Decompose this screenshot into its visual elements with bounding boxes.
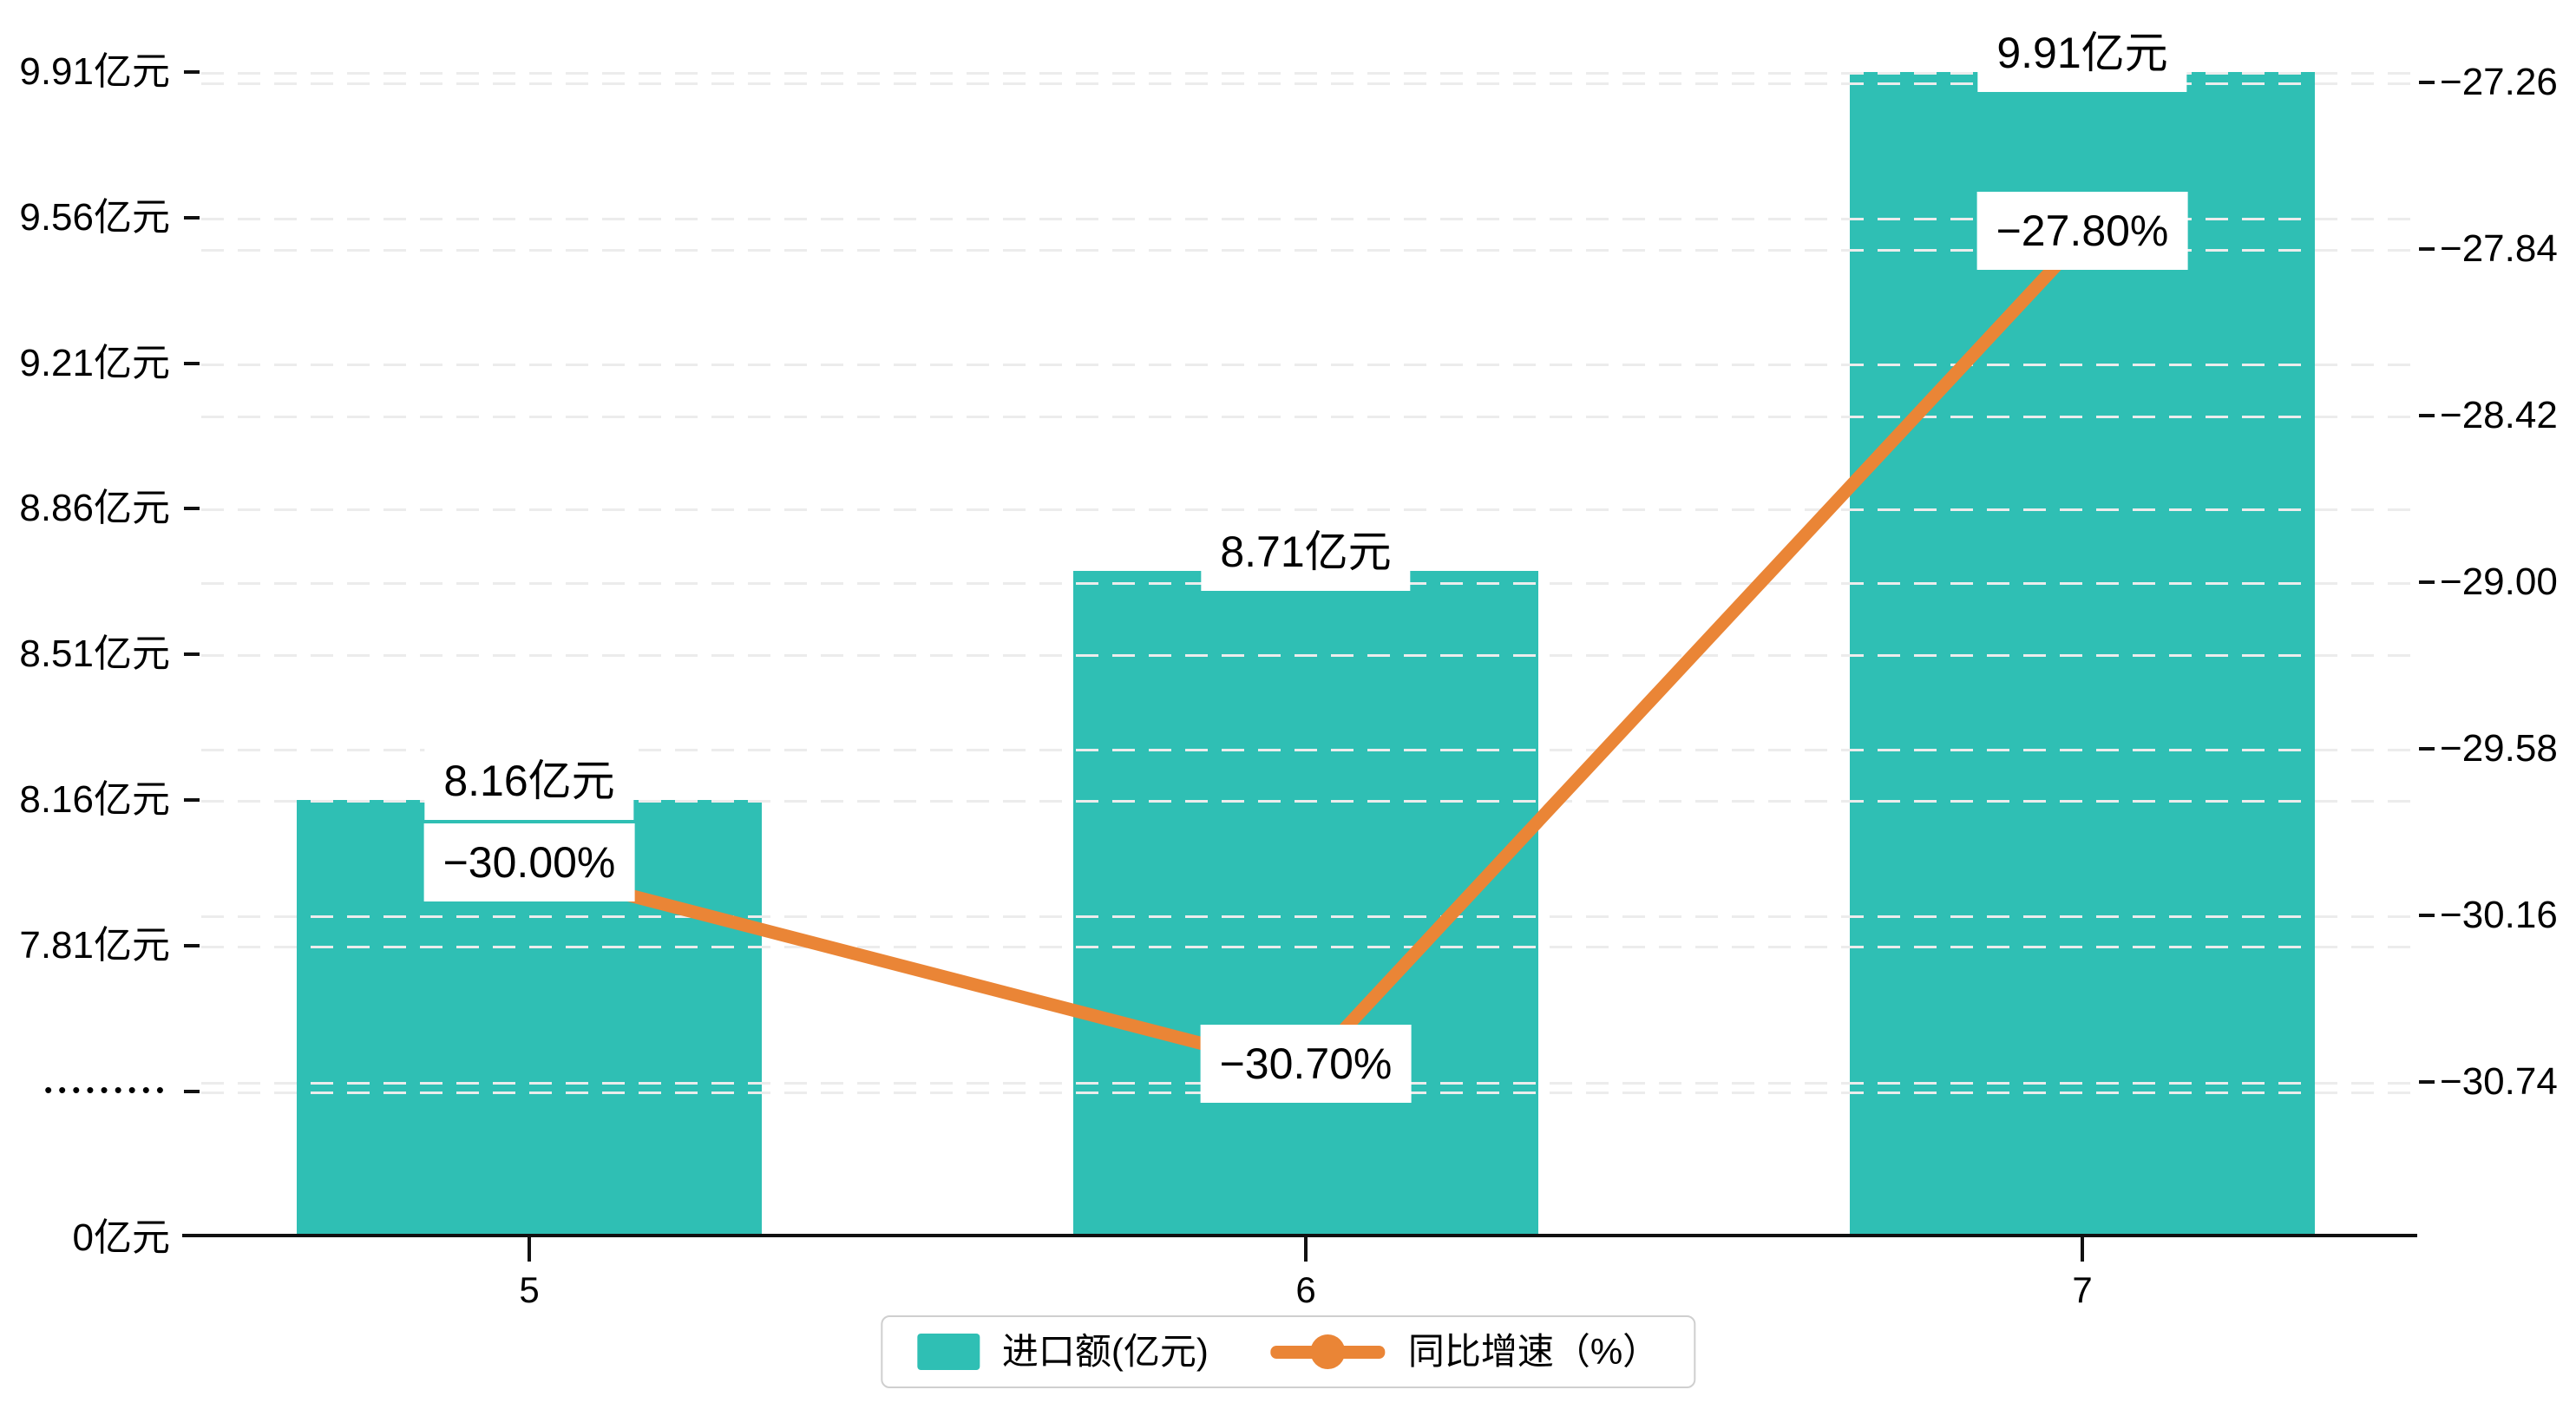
gridline <box>201 364 2412 366</box>
y-axis-tick-label-left: 8.86亿元 <box>19 487 170 530</box>
y-axis-tick-label-right: −27.84 <box>2440 227 2558 270</box>
y-axis-tick-label-right: −30.74 <box>2440 1060 2558 1103</box>
gridline <box>201 508 2412 511</box>
gridline <box>201 416 2412 418</box>
x-axis-tick <box>2081 1237 2084 1262</box>
gridline <box>201 749 2412 751</box>
y-axis-tick-left <box>184 215 200 220</box>
y-axis-break-marker: ••••••••• <box>44 1076 170 1103</box>
y-axis-tick-label-left: 8.16亿元 <box>19 778 170 822</box>
y-axis-tick-left <box>184 943 200 947</box>
y-axis-tick-label-right: −27.26 <box>2440 61 2558 103</box>
x-axis-tick-label: 5 <box>519 1269 540 1310</box>
legend-item-import[interactable]: 进口额(亿元) <box>916 1331 1209 1372</box>
x-axis-tick-label: 7 <box>2072 1269 2093 1310</box>
line-dot-icon <box>1270 1333 1386 1371</box>
gridline <box>201 800 2412 803</box>
y-axis-tick-label-left: 9.21亿元 <box>19 341 170 384</box>
y-axis-tick-right <box>2419 1080 2435 1084</box>
line-value-label: −30.70% <box>1200 1024 1412 1103</box>
gridline <box>201 249 2412 252</box>
y-axis-tick-right <box>2419 414 2435 417</box>
y-axis-tick-left <box>184 70 200 74</box>
y-axis-tick-right <box>2419 580 2435 584</box>
line-value-label: −30.00% <box>423 823 635 902</box>
gridline <box>201 915 2412 918</box>
gridline <box>201 654 2412 657</box>
y-axis-zero-label: 0亿元 <box>72 1216 170 1259</box>
bar-swatch-icon <box>916 1334 980 1370</box>
y-axis-tick-right <box>2419 81 2435 84</box>
y-axis-tick-left <box>184 1090 200 1093</box>
legend-label-import: 进口额(亿元) <box>1001 1331 1209 1372</box>
bar-value-label: 8.71亿元 <box>1201 513 1411 592</box>
bar-value-label: 8.16亿元 <box>424 742 634 821</box>
gridline <box>201 82 2412 85</box>
y-axis-tick-label-right: −28.42 <box>2440 394 2558 436</box>
y-axis-tick-label-right: −29.58 <box>2440 727 2558 770</box>
legend-label-growth: 同比增速（%） <box>1407 1331 1660 1372</box>
y-axis-tick-label-right: −29.00 <box>2440 560 2558 603</box>
legend: 进口额(亿元) 同比增速（%） <box>880 1315 1696 1388</box>
legend-item-growth[interactable]: 同比增速（%） <box>1270 1331 1660 1372</box>
y-axis-tick-label-right: −30.16 <box>2440 894 2558 936</box>
y-axis-tick-label-left: 9.91亿元 <box>19 50 170 93</box>
gridline <box>201 218 2412 220</box>
line-value-label: −27.80% <box>1976 191 2188 270</box>
y-axis-tick-label-left: 9.56亿元 <box>19 195 170 239</box>
x-axis-tick-label: 6 <box>1295 1269 1316 1310</box>
y-axis-tick-left <box>184 507 200 511</box>
x-axis-tick <box>1304 1237 1308 1262</box>
y-axis-tick-right <box>2419 247 2435 251</box>
y-axis-tick-left <box>184 798 200 803</box>
y-axis-tick-label-left: 8.51亿元 <box>19 633 170 676</box>
y-axis-tick-right <box>2419 747 2435 751</box>
x-axis-line <box>182 1234 2417 1237</box>
y-axis-tick-right <box>2419 914 2435 917</box>
y-axis-tick-left <box>184 361 200 365</box>
bar-value-label: 9.91亿元 <box>1977 14 2187 93</box>
gridline <box>201 946 2412 948</box>
gridline <box>201 72 2412 75</box>
y-axis-tick-left <box>184 652 200 657</box>
growth-line <box>528 233 2088 1078</box>
y-axis-tick-label-left: 7.81亿元 <box>19 923 170 967</box>
x-axis-tick <box>528 1237 531 1262</box>
